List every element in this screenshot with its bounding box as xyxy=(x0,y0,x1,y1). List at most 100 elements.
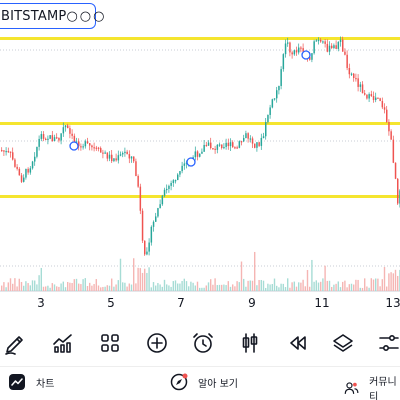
volume-bar xyxy=(304,286,306,291)
candle-body xyxy=(111,154,113,162)
candle-body xyxy=(168,185,170,189)
volume-bar xyxy=(89,282,91,291)
price-chart[interactable] xyxy=(0,0,400,318)
volume-bar xyxy=(218,284,221,291)
candle-body xyxy=(232,142,234,148)
volume-bar xyxy=(115,284,117,291)
volume-bar xyxy=(212,284,214,291)
candle-body xyxy=(89,143,91,146)
candle-body xyxy=(155,216,157,222)
volume-bar xyxy=(254,251,256,291)
volume-bar xyxy=(335,283,337,291)
indicators-icon[interactable] xyxy=(48,328,78,358)
candle-body xyxy=(337,41,340,49)
candle-body xyxy=(210,142,212,149)
volume-bar xyxy=(40,267,42,291)
volume-bar xyxy=(174,280,177,291)
level-line-low xyxy=(0,195,400,198)
candle-body xyxy=(141,210,144,241)
volume-bar xyxy=(163,279,166,291)
candle-body xyxy=(194,151,197,158)
volume-bar xyxy=(124,282,126,291)
candle-body xyxy=(284,43,287,55)
candle-body xyxy=(366,94,368,99)
volume-bar xyxy=(119,258,122,291)
nav-item-explore[interactable]: 알아 보기 xyxy=(170,373,238,391)
candle-body xyxy=(212,148,214,150)
alarm-icon[interactable] xyxy=(188,328,218,358)
volume-bar xyxy=(256,285,258,291)
volume-bar xyxy=(278,287,280,291)
volume-bars xyxy=(1,251,400,291)
volume-bar xyxy=(293,281,295,291)
volume-bar xyxy=(306,269,309,291)
symbol-exchange-pill[interactable]: BITSTAMP ○○○ xyxy=(0,3,104,29)
nav-label: 커뮤니티 xyxy=(369,377,397,400)
candle-body xyxy=(254,143,256,148)
candle-body xyxy=(161,195,164,205)
volume-bar xyxy=(251,280,254,291)
candle-body xyxy=(348,68,351,75)
nav-item-chart[interactable]: 차트 xyxy=(8,373,54,391)
candle-body xyxy=(291,52,293,55)
volume-bar xyxy=(392,273,394,291)
volume-bar xyxy=(53,284,56,291)
candle-body xyxy=(339,39,342,42)
candle-body xyxy=(364,93,366,95)
bottom-navigation: 차트 알아 보기 커뮤니티 xyxy=(0,366,400,400)
candle-body xyxy=(148,242,150,252)
settings-sliders-icon[interactable] xyxy=(374,328,400,358)
volume-bar xyxy=(390,272,392,291)
exchange-name: BITSTAMP xyxy=(1,8,67,24)
volume-bar xyxy=(344,280,346,291)
volume-bar xyxy=(71,283,73,291)
pencil-icon[interactable] xyxy=(0,328,30,358)
volume-bar xyxy=(91,285,93,291)
candle-body xyxy=(335,45,337,49)
candle-body xyxy=(353,73,355,79)
volume-bar xyxy=(225,285,227,291)
volume-bar xyxy=(64,287,67,291)
volume-bar xyxy=(236,281,238,291)
volume-bar xyxy=(113,286,115,291)
candle-body xyxy=(95,147,98,149)
candle-body xyxy=(53,137,56,142)
candle-body xyxy=(177,174,179,181)
volume-bar xyxy=(273,278,276,291)
candle-body xyxy=(344,51,346,55)
volume-bar xyxy=(247,280,249,291)
add-icon[interactable] xyxy=(142,328,172,358)
volume-bar xyxy=(31,280,34,291)
layers-icon[interactable] xyxy=(328,328,358,358)
layouts-icon[interactable] xyxy=(95,328,125,358)
volume-bar xyxy=(342,281,344,291)
chart-toolbar xyxy=(0,326,400,360)
volume-bar xyxy=(333,284,335,291)
candles-icon[interactable] xyxy=(235,328,265,358)
volume-bar xyxy=(386,286,388,291)
volume-bar xyxy=(62,281,64,291)
nav-item-community[interactable]: 커뮤니티 xyxy=(344,373,400,400)
candle-body xyxy=(14,159,16,167)
alert-marker xyxy=(301,50,311,60)
volume-bar xyxy=(18,278,20,291)
volume-bar xyxy=(14,278,16,291)
candle-body xyxy=(229,142,232,147)
candle-body xyxy=(86,141,89,144)
volume-bar xyxy=(25,281,27,291)
volume-bar xyxy=(133,258,135,291)
volume-bar xyxy=(7,282,9,291)
volume-bar xyxy=(170,286,172,291)
replay-icon[interactable] xyxy=(282,328,312,358)
candle-body xyxy=(115,158,117,161)
volume-bar xyxy=(93,284,95,291)
volume-bar xyxy=(152,282,155,291)
candle-body xyxy=(3,150,5,152)
date-tick: 7 xyxy=(177,296,185,310)
candle-body xyxy=(236,147,238,149)
candle-body xyxy=(29,168,32,173)
candle-body xyxy=(287,42,289,44)
volume-bar xyxy=(75,278,78,291)
candle-body xyxy=(69,128,71,134)
more-icon[interactable]: ○○○ xyxy=(66,8,107,24)
